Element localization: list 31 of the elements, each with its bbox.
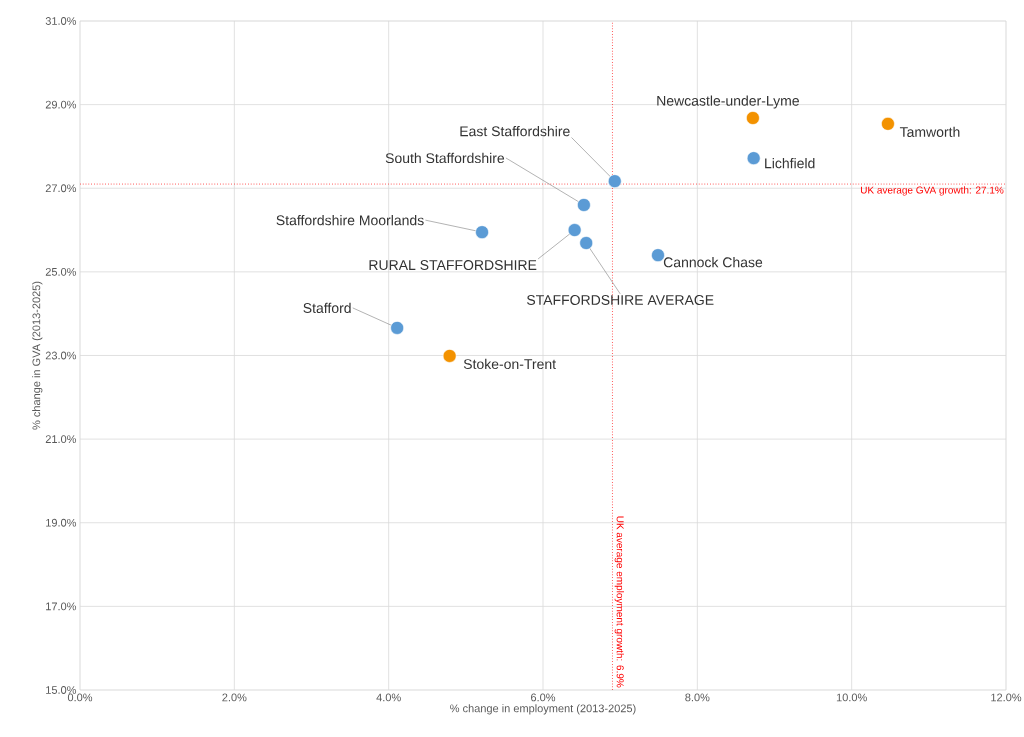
y-tick-label: 21.0% bbox=[45, 435, 77, 444]
annotation: East Staffordshire bbox=[460, 125, 570, 137]
y-tick-label: 23.0% bbox=[45, 351, 77, 360]
annotation: Tamworth bbox=[899, 126, 960, 137]
x-tick-label: 8.0% bbox=[685, 693, 710, 702]
x-tick-label: 2.0% bbox=[222, 693, 247, 702]
x-tick-label: 6.0% bbox=[531, 693, 556, 702]
x-tick-label: 0.0% bbox=[67, 693, 93, 702]
y-tick-label: 31.0% bbox=[45, 17, 77, 25]
annotation: Newcastle-under-Lyme bbox=[657, 95, 799, 109]
x-axis-title: % change in employment (2013-2025) bbox=[450, 704, 636, 715]
y-tick-label: 25.0% bbox=[45, 267, 77, 276]
ref-line-label: UK average employment growth: 6.9% bbox=[614, 516, 624, 688]
y-tick-label: 29.0% bbox=[45, 100, 77, 109]
x-tick-label: 4.0% bbox=[376, 693, 401, 702]
ref-line-label: UK average GVA growth: 27.1% bbox=[860, 186, 1004, 196]
annotation: Stafford bbox=[303, 302, 351, 314]
annotation: Stoke-on-Trent bbox=[463, 358, 556, 370]
x-tick-label: 12.0% bbox=[991, 693, 1022, 702]
annotation: RURAL STAFFORDSHIRE bbox=[369, 260, 537, 271]
y-tick-label: 27.0% bbox=[45, 184, 77, 193]
y-tick-label: 17.0% bbox=[46, 602, 77, 611]
y-tick-label: 15.0% bbox=[46, 686, 77, 694]
annotation: Cannock Chase bbox=[663, 257, 763, 268]
annotation: Staffordshire Moorlands bbox=[276, 215, 424, 226]
y-axis-title: % change in GVA (2013-2025) bbox=[32, 281, 43, 430]
annotation: South Staffordshire bbox=[385, 152, 505, 164]
annotation: Lichfield bbox=[765, 158, 815, 169]
x-tick-label: 10.0% bbox=[836, 693, 867, 702]
y-tick-label: 19.0% bbox=[46, 518, 77, 527]
annotation: STAFFORDSHIRE AVERAGE bbox=[527, 295, 714, 305]
